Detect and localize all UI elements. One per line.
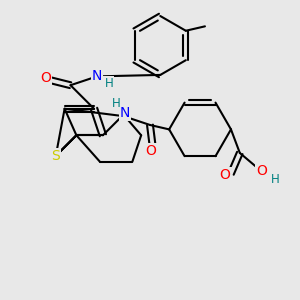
Text: S: S [51, 149, 60, 163]
Text: N: N [92, 69, 102, 83]
Text: H: H [104, 77, 113, 90]
Text: O: O [40, 71, 51, 85]
Text: O: O [145, 144, 156, 158]
Text: O: O [220, 168, 230, 182]
Text: O: O [256, 164, 267, 178]
Text: H: H [271, 173, 280, 186]
Text: N: N [120, 106, 130, 120]
Text: H: H [112, 97, 121, 110]
